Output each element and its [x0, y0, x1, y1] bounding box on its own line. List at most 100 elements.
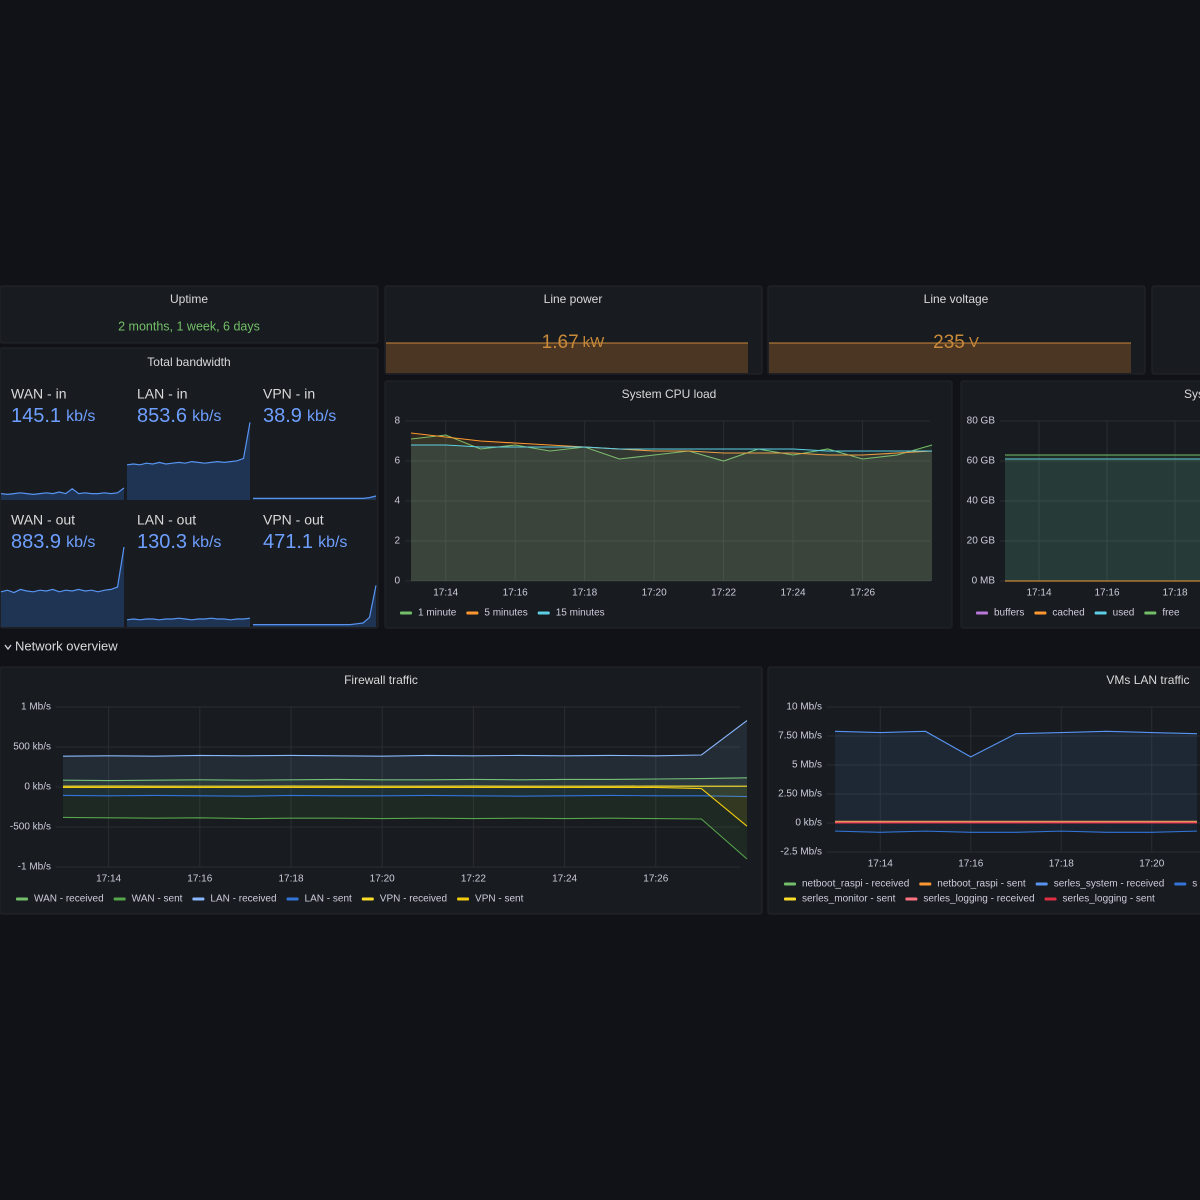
y-tick-label: 0 kb/s	[24, 782, 51, 793]
y-tick-label: 0 MB	[972, 576, 996, 587]
stat-label: VPN - in	[263, 386, 315, 402]
legend-label: 15 minutes	[556, 608, 605, 619]
stat-number: 853.6	[137, 405, 187, 427]
stat-unit: kb/s	[192, 408, 221, 425]
legend-label: netboot_raspi - received	[802, 879, 909, 890]
legend-swatch	[905, 897, 918, 901]
y-tick-label: 0	[394, 576, 400, 587]
sparkline	[0, 487, 125, 496]
legend-swatch	[784, 897, 796, 901]
legend-label: serles_monitor - sent	[802, 894, 896, 905]
legend-swatch	[16, 897, 28, 901]
sparkline	[0, 546, 125, 594]
row-chevron[interactable]	[4, 644, 12, 651]
stat-unit: kb/s	[66, 408, 95, 425]
y-tick-label: 1 Mb/s	[21, 702, 51, 713]
stat-label: WAN - out	[11, 512, 75, 528]
series-line	[62, 720, 748, 757]
stat-unit: kb/s	[192, 534, 221, 551]
series-line	[63, 786, 748, 827]
panel-title: System CPU load	[622, 387, 717, 401]
stat-unit: kb/s	[318, 534, 347, 551]
series-area	[63, 720, 747, 787]
x-tick-label: 17:14	[1026, 588, 1051, 599]
stat-number: 145.1	[11, 405, 61, 427]
legend-swatch	[192, 897, 205, 901]
sparkline	[126, 422, 251, 466]
x-tick-label: 17:26	[850, 588, 875, 599]
series-area	[1005, 459, 1200, 581]
y-tick-label: 500 kb/s	[13, 742, 51, 753]
legend-label: netboot_raspi - sent	[937, 879, 1026, 890]
stat-unit: kb/s	[307, 408, 336, 425]
panel	[767, 285, 1146, 375]
x-tick-label: 17:14	[433, 588, 458, 599]
legend-label: VPN - received	[380, 894, 447, 905]
stat-number: 471.1	[263, 531, 313, 553]
x-tick-label: 17:22	[711, 588, 736, 599]
sparkline-area	[1, 488, 124, 500]
stat-area	[386, 343, 748, 373]
stat-unit: V	[969, 334, 979, 351]
panel	[0, 666, 763, 915]
legend-swatch	[1094, 611, 1107, 615]
stat-number: 883.9	[11, 531, 61, 553]
legend-label: LAN - received	[210, 894, 276, 905]
panel	[0, 347, 379, 629]
legend-swatch	[113, 897, 126, 901]
x-tick-label: 17:26	[643, 874, 668, 885]
panel-title: VMs LAN traffic	[1106, 673, 1189, 687]
stat-value: 235 V	[933, 332, 979, 353]
series-line	[62, 816, 748, 860]
legend-swatch	[976, 611, 988, 615]
series-line	[62, 794, 748, 798]
stat-label: VPN - out	[263, 512, 324, 528]
y-tick-label: 2	[394, 536, 400, 547]
series-area	[411, 433, 932, 581]
series-area	[835, 731, 1197, 823]
stat-value: 853.6 kb/s	[137, 405, 221, 427]
x-tick-label: 17:24	[781, 588, 806, 599]
x-tick-label: 17:22	[461, 874, 486, 885]
legend-label: 1 minute	[418, 608, 457, 619]
stat-value: 130.3 kb/s	[137, 531, 221, 553]
x-tick-label: 17:24	[552, 874, 577, 885]
y-tick-label: 4	[394, 496, 400, 507]
stat-value: 2 months, 1 week, 6 days	[118, 319, 260, 333]
legend-swatch	[400, 611, 412, 615]
panel-title: Sys	[1184, 387, 1200, 401]
stat-value: 38.9 kb/s	[263, 405, 336, 427]
legend-swatch	[1044, 897, 1057, 901]
row-title[interactable]: Network overview	[15, 638, 118, 653]
y-tick-label: -500 kb/s	[10, 822, 51, 833]
legend-label: cached	[1052, 608, 1084, 619]
sparkline-area	[127, 422, 250, 500]
stat-value: 883.9 kb/s	[11, 531, 95, 553]
panel-title: Line voltage	[924, 292, 989, 306]
x-tick-label: 17:18	[572, 588, 597, 599]
y-tick-label: 7.50 Mb/s	[778, 731, 822, 742]
panel	[384, 285, 763, 375]
x-tick-label: 17:18	[1049, 859, 1074, 870]
x-tick-label: 17:20	[642, 588, 667, 599]
legend-label: LAN - sent	[305, 894, 352, 905]
series-line	[410, 432, 933, 456]
panel	[960, 380, 1200, 629]
x-tick-label: 17:18	[278, 874, 303, 885]
legend-label: used	[1113, 608, 1135, 619]
legend-swatch	[784, 882, 796, 886]
sparkline	[253, 585, 377, 626]
series-line	[834, 730, 1198, 758]
stat-unit: kb/s	[66, 534, 95, 551]
x-tick-label: 17:14	[868, 859, 893, 870]
legend-swatch	[286, 897, 299, 901]
y-tick-label: -1 Mb/s	[18, 862, 51, 873]
legend-swatch	[537, 611, 550, 615]
y-tick-label: 0 kb/s	[795, 818, 822, 829]
legend-label: serles_logging - received	[923, 894, 1034, 905]
panel-title: Line power	[544, 292, 603, 306]
legend-swatch	[466, 611, 479, 615]
legend-label: buffers	[994, 608, 1024, 619]
series-area	[63, 777, 747, 787]
legend-label: WAN - sent	[132, 894, 183, 905]
